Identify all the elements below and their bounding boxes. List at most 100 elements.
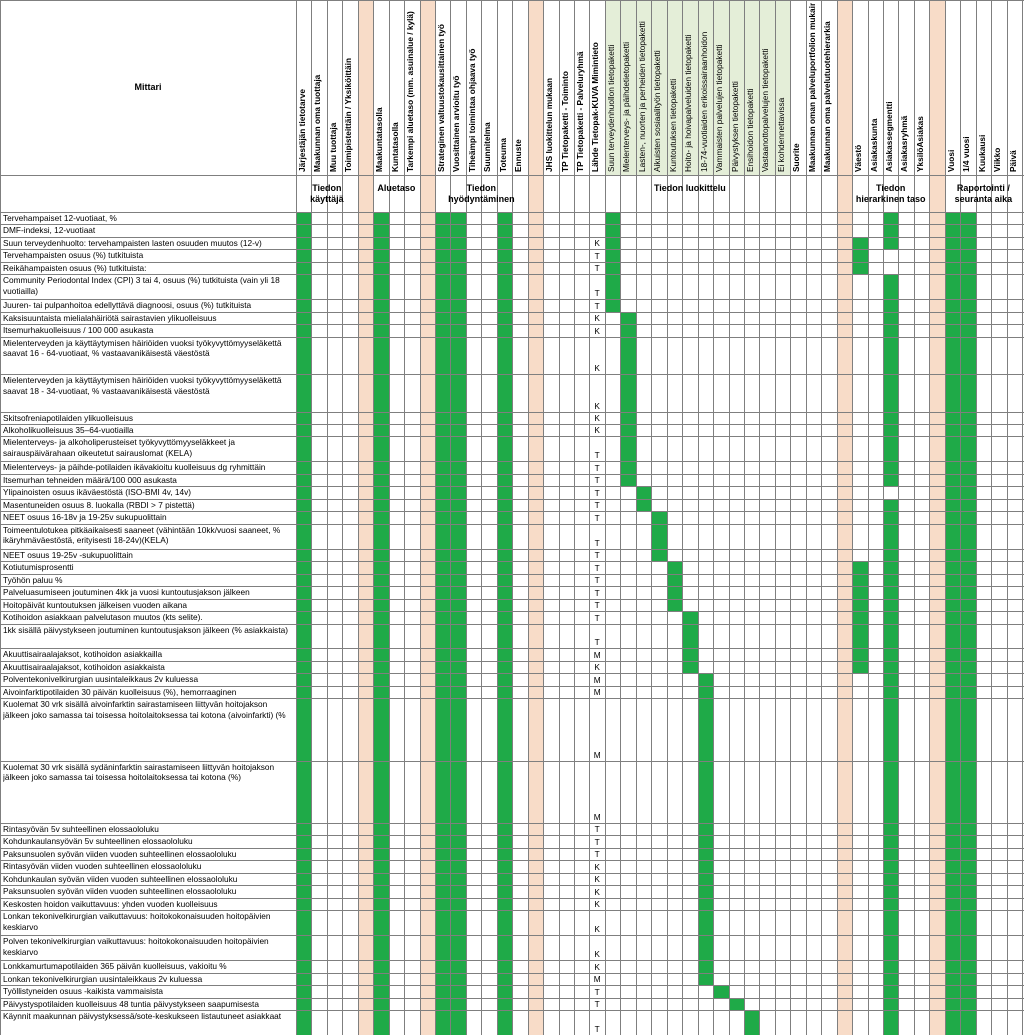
- header-cell-light: [713, 0, 729, 175]
- grid-line-v: [991, 0, 993, 1035]
- separator-column: [836, 0, 853, 1035]
- filled-cell: [944, 548, 962, 563]
- column-header: Suun terveydenhuollon tietopaketti: [605, 44, 616, 172]
- filled-cell: [944, 511, 962, 525]
- filled-cell: [496, 985, 514, 999]
- header-cell-light: [728, 0, 744, 175]
- filled-cell: [620, 374, 637, 413]
- column-header: Toteuma: [497, 138, 508, 172]
- column-header: Kuntoutuksen tietopaketti: [667, 78, 678, 172]
- filled-cell: [373, 336, 390, 376]
- row-label: Toimeentulotukea pitkäaikaisesti saaneet…: [3, 524, 281, 546]
- filled-cell: [435, 236, 452, 251]
- filled-cell: [882, 224, 900, 238]
- grid-line-v: [435, 0, 437, 1035]
- row-label: Polventekonivelkirurgian uusintaleikkaus…: [3, 674, 199, 685]
- filled-cell: [697, 835, 715, 849]
- filled-cell: [450, 374, 467, 413]
- filled-cell: [620, 461, 637, 475]
- filled-cell: [604, 212, 622, 226]
- row-label: Kohdunkaulansyövän 5v suhteellinen eloss…: [3, 836, 193, 847]
- grid-line-v: [913, 0, 915, 1035]
- filled-cell: [944, 411, 962, 425]
- filled-cell: [944, 212, 962, 226]
- row-code: K: [594, 238, 600, 249]
- grid-line-v: [867, 0, 869, 1035]
- row-code: T: [594, 575, 600, 586]
- grid-line-v: [743, 0, 745, 1035]
- filled-cell: [450, 411, 467, 425]
- filled-cell: [296, 423, 313, 438]
- grid-line-h: [0, 586, 1024, 588]
- filled-cell: [435, 698, 452, 762]
- column-header: Järjestäjän tietotarve: [297, 88, 307, 172]
- filled-cell: [435, 511, 452, 525]
- filled-cell: [296, 436, 313, 463]
- filled-cell: [373, 960, 390, 974]
- group-header: Tiedon luokittelu: [653, 183, 726, 193]
- grid-line-h: [0, 461, 1024, 463]
- filled-cell: [435, 311, 452, 326]
- grid-line-h: [0, 897, 1024, 899]
- grid-line-v: [496, 0, 498, 1035]
- filled-cell: [435, 897, 452, 912]
- filled-cell: [373, 561, 390, 575]
- filled-cell: [496, 611, 514, 625]
- column-header: Vastaanottopalvelujen tietopaketti: [760, 48, 771, 172]
- grid-line-v: [527, 0, 529, 1035]
- header-cell-light: [635, 0, 652, 175]
- grid-line-h: [0, 1010, 1024, 1012]
- filled-cell: [296, 473, 313, 488]
- column-header: 18-74-vuotiaiden erikoissairaanhoidon: [698, 31, 709, 172]
- filled-cell: [882, 573, 900, 588]
- grid-line-v: [821, 0, 823, 1035]
- filled-cell: [296, 212, 313, 226]
- grid-line-v: [481, 0, 483, 1035]
- filled-cell: [960, 486, 977, 500]
- filled-cell: [682, 611, 699, 625]
- filled-cell: [944, 261, 962, 276]
- filled-cell: [435, 611, 452, 625]
- filled-cell: [296, 523, 313, 550]
- filled-cell: [450, 561, 467, 575]
- filled-cell: [960, 698, 977, 762]
- row-code: K: [594, 949, 600, 960]
- grid-line-v: [651, 0, 653, 1035]
- filled-cell: [373, 261, 390, 276]
- group-header: Tiedon käyttäjä: [310, 183, 344, 204]
- row-code: T: [594, 475, 600, 486]
- filled-cell: [373, 698, 390, 762]
- grid-line-h: [0, 847, 1024, 849]
- filled-cell: [960, 1010, 977, 1035]
- filled-cell: [882, 523, 900, 550]
- filled-cell: [450, 872, 467, 887]
- filled-cell: [882, 823, 900, 837]
- filled-cell: [496, 423, 514, 438]
- filled-cell: [373, 573, 390, 588]
- filled-cell: [882, 997, 900, 1012]
- filled-cell: [373, 486, 390, 500]
- filled-cell: [882, 897, 900, 912]
- filled-cell: [882, 860, 900, 874]
- filled-cell: [435, 760, 452, 824]
- filled-cell: [373, 224, 390, 238]
- filled-cell: [296, 648, 313, 662]
- mittari-header: Mittari: [134, 82, 162, 92]
- grid-line-v: [296, 0, 297, 1035]
- filled-cell: [960, 249, 977, 263]
- filled-cell: [373, 673, 390, 687]
- grid-line-h: [0, 274, 1024, 276]
- filled-cell: [373, 423, 390, 438]
- filled-cell: [496, 623, 514, 650]
- grid-line-v: [898, 0, 900, 1035]
- filled-cell: [435, 623, 452, 650]
- grid-line-h: [0, 910, 1024, 912]
- filled-cell: [743, 1010, 761, 1035]
- filled-cell: [666, 586, 684, 600]
- filled-cell: [666, 598, 684, 613]
- column-header: Maakunnan oman palveluportfolion mukaine…: [806, 3, 817, 172]
- filled-cell: [496, 685, 514, 700]
- row-code: T: [594, 300, 600, 311]
- header-cell-light: [651, 0, 667, 175]
- filled-cell: [496, 872, 514, 887]
